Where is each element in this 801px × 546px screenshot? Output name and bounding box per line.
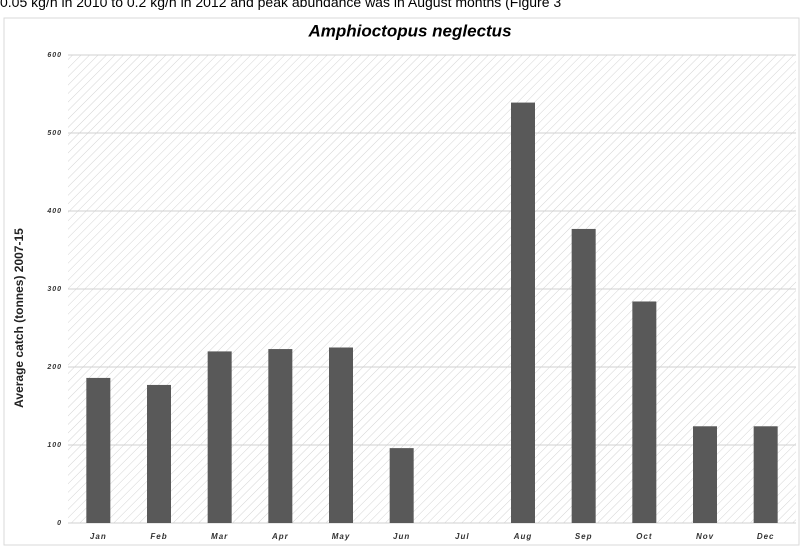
y-tick-label: 400 <box>46 208 62 215</box>
x-tick-label: Jul <box>455 532 470 541</box>
bar <box>753 426 778 523</box>
chart-title: Amphioctopus neglectus <box>307 21 511 40</box>
x-tick-label: Dec <box>757 532 775 541</box>
x-tick-label: Mar <box>211 532 228 541</box>
bar <box>571 228 596 523</box>
x-tick-label: Apr <box>271 532 289 541</box>
y-tick-label: 0 <box>57 520 62 527</box>
bar <box>86 377 111 523</box>
x-tick-label: Nov <box>696 532 714 541</box>
caption-fragment: 0.05 kg/h in 2010 to 0.2 kg/h in 2012 an… <box>0 0 562 10</box>
bar <box>511 102 535 523</box>
y-tick-label: 100 <box>47 442 62 449</box>
x-tick-label: May <box>332 532 351 541</box>
y-tick-label: 200 <box>46 364 62 371</box>
bar <box>329 347 353 523</box>
x-tick-label: Sep <box>575 532 593 541</box>
y-tick-label: 600 <box>47 52 62 59</box>
bar <box>632 301 657 523</box>
x-tick-label: Jan <box>90 532 107 541</box>
bar <box>147 384 171 523</box>
bar <box>268 349 293 523</box>
x-tick-label: Oct <box>636 532 652 541</box>
bar <box>389 448 414 523</box>
bar <box>693 426 717 523</box>
y-axis-label: Average catch (tonnes) 2007-15 <box>12 228 26 408</box>
y-tick-label: 300 <box>47 286 62 293</box>
bar <box>207 351 232 523</box>
x-tick-label: Feb <box>150 532 167 541</box>
x-tick-label: Aug <box>513 532 533 541</box>
x-tick-label: Jun <box>393 532 410 541</box>
y-tick-label: 500 <box>47 130 62 137</box>
